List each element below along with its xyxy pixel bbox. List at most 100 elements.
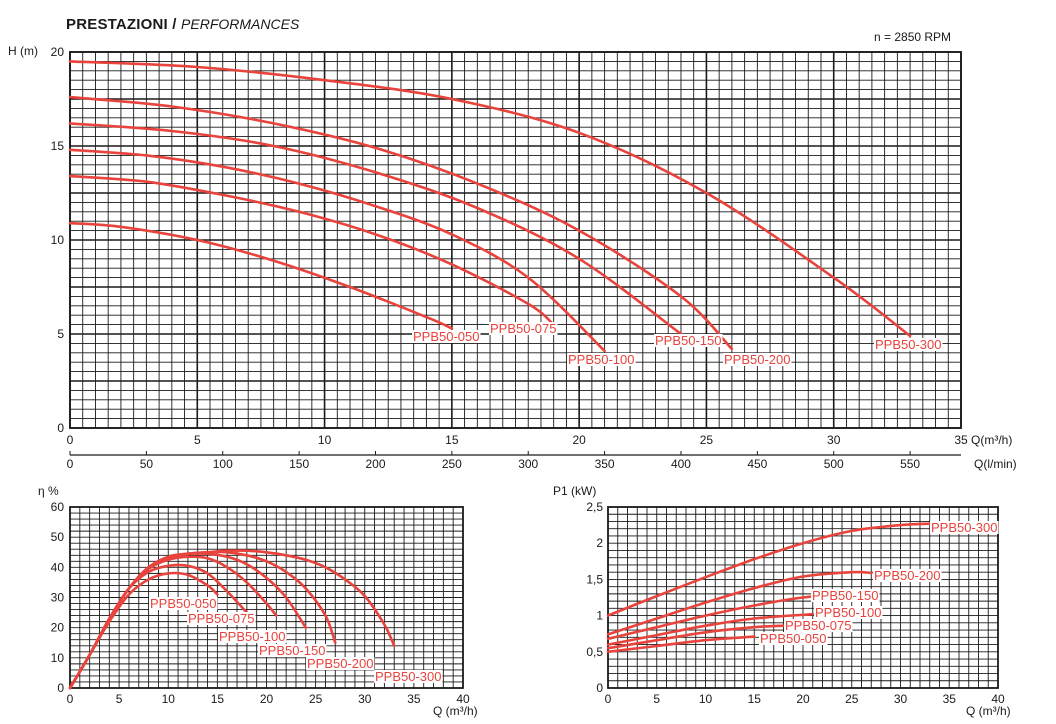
efficiency-label-ppb50-150: PPB50-150 — [259, 643, 326, 658]
power-ytick: 1 — [596, 609, 603, 623]
efficiency-label-bg — [149, 597, 218, 610]
efficiency-frame — [69, 506, 464, 689]
power-label-bg — [811, 589, 880, 602]
power-label-ppb50-300: PPB50-300 — [931, 520, 998, 535]
efficiency-grid — [69, 506, 464, 689]
head-xtick: 0 — [67, 433, 74, 447]
efficiency-label-bg — [218, 630, 287, 643]
head-xtick: 30 — [827, 433, 841, 447]
power-curve-ppb50-100 — [606, 612, 815, 646]
head-label-bg — [654, 334, 723, 347]
efficiency-xlabel: Q (m³/h) — [433, 704, 478, 718]
head-label-ppb50-200: PPB50-200 — [724, 352, 791, 367]
page-title: PRESTAZIONI / PERFORMANCES — [66, 16, 299, 33]
head-curve-ppb50-100 — [68, 148, 606, 353]
power-curve-ppb50-150 — [606, 593, 844, 641]
head-xtick: 5 — [194, 433, 201, 447]
power-label-ppb50-150: PPB50-150 — [812, 588, 879, 603]
chart-efficiency: 0 5 10 15 20 25 30 35 40 0 10 20 30 40 50 60 Q (m³/h) η %… — [38, 484, 478, 718]
efficiency-ytick: 60 — [51, 500, 65, 514]
head-secondary-xtick: 500 — [824, 457, 844, 471]
power-label-bg — [873, 569, 942, 582]
power-xtick: 10 — [699, 692, 713, 706]
head-label-bg — [723, 353, 792, 366]
efficiency-ytick: 0 — [57, 681, 64, 695]
head-secondary-xtick: 200 — [365, 457, 385, 471]
power-xtick: 15 — [748, 692, 762, 706]
efficiency-label-ppb50-100: PPB50-100 — [219, 629, 286, 644]
power-curve-ppb50-200 — [606, 570, 873, 636]
head-curve-ppb50-075 — [68, 174, 555, 326]
efficiency-xtick: 15 — [211, 692, 225, 706]
power-label-ppb50-075: PPB50-075 — [785, 618, 852, 633]
head-label-bg — [489, 322, 558, 335]
power-ytick: 2 — [596, 536, 603, 550]
power-ytick: 0,5 — [586, 645, 603, 659]
head-label-ppb50-050: PPB50-050 — [413, 329, 480, 344]
head-label-ppb50-100: PPB50-100 — [568, 352, 635, 367]
head-grid — [69, 51, 962, 429]
power-label-bg — [784, 619, 853, 632]
efficiency-ytick: 40 — [51, 560, 65, 574]
power-xtick: 25 — [845, 692, 859, 706]
chart-power: 0 5 10 15 20 25 30 35 40 0 0,5 1 1,5 2 2,5 Q (m³/h) P1 (… — [553, 484, 1011, 718]
head-secondary-xtick: 100 — [213, 457, 233, 471]
power-frame — [607, 506, 999, 689]
head-secondary-xtick: 150 — [289, 457, 309, 471]
head-secondary-xtick: 50 — [140, 457, 154, 471]
head-ytick: 20 — [51, 45, 65, 59]
power-curve-ppb50-075 — [606, 624, 785, 650]
power-xtick: 5 — [653, 692, 660, 706]
efficiency-curve-ppb50-050 — [68, 571, 219, 690]
head-label-bg — [874, 338, 943, 351]
rpm-note: n = 2850 RPM — [874, 30, 952, 44]
efficiency-xtick: 35 — [407, 692, 421, 706]
head-curve-ppb50-050 — [68, 221, 454, 330]
power-curve-ppb50-300 — [606, 522, 932, 617]
head-secondary-xtick: 250 — [442, 457, 462, 471]
power-xtick: 40 — [991, 692, 1005, 706]
head-label-ppb50-075: PPB50-075 — [490, 321, 557, 336]
efficiency-label-bg — [258, 644, 327, 657]
head-curve-ppb50-200 — [68, 95, 734, 351]
head-ytick: 10 — [51, 233, 65, 247]
head-frame — [69, 51, 962, 429]
power-label-ppb50-100: PPB50-100 — [815, 605, 882, 620]
head-label-ppb50-150: PPB50-150 — [655, 333, 722, 348]
efficiency-ytick: 50 — [51, 530, 65, 544]
head-secondary-xtick: 400 — [671, 457, 691, 471]
efficiency-ytick: 20 — [51, 621, 65, 635]
efficiency-xtick: 30 — [358, 692, 372, 706]
power-ytick: 2,5 — [586, 500, 603, 514]
efficiency-curve-ppb50-300 — [68, 549, 396, 690]
head-curve-ppb50-150 — [68, 122, 683, 336]
head-curve-ppb50-300 — [68, 60, 912, 338]
head-ytick: 5 — [57, 327, 64, 341]
title-italic: PERFORMANCES — [181, 16, 300, 32]
efficiency-label-bg — [306, 657, 375, 670]
efficiency-label-ppb50-200: PPB50-200 — [307, 656, 374, 671]
head-secondary-xlabel: Q(l/min) — [974, 457, 1017, 471]
efficiency-xtick: 0 — [67, 692, 74, 706]
title-bold: PRESTAZIONI / — [66, 16, 177, 33]
efficiency-ytick: 10 — [51, 651, 65, 665]
power-ylabel: P1 (kW) — [553, 484, 596, 498]
power-xtick: 0 — [605, 692, 612, 706]
power-ytick: 0 — [596, 681, 603, 695]
head-secondary-xtick: 0 — [67, 457, 74, 471]
efficiency-xtick: 5 — [116, 692, 123, 706]
head-xtick: 10 — [318, 433, 332, 447]
head-ytick: 15 — [51, 139, 65, 153]
head-secondary-xtick: 350 — [595, 457, 615, 471]
head-secondary-xtick: 300 — [518, 457, 538, 471]
head-ylabel: H (m) — [8, 44, 38, 58]
head-secondary-xtick: 450 — [747, 457, 767, 471]
efficiency-label-bg — [374, 670, 443, 683]
head-xtick: 25 — [700, 433, 714, 447]
efficiency-xtick: 10 — [162, 692, 176, 706]
power-ytick: 1,5 — [586, 572, 603, 586]
head-label-bg — [412, 330, 481, 343]
head-xtick: 15 — [445, 433, 459, 447]
efficiency-xtick: 40 — [456, 692, 470, 706]
